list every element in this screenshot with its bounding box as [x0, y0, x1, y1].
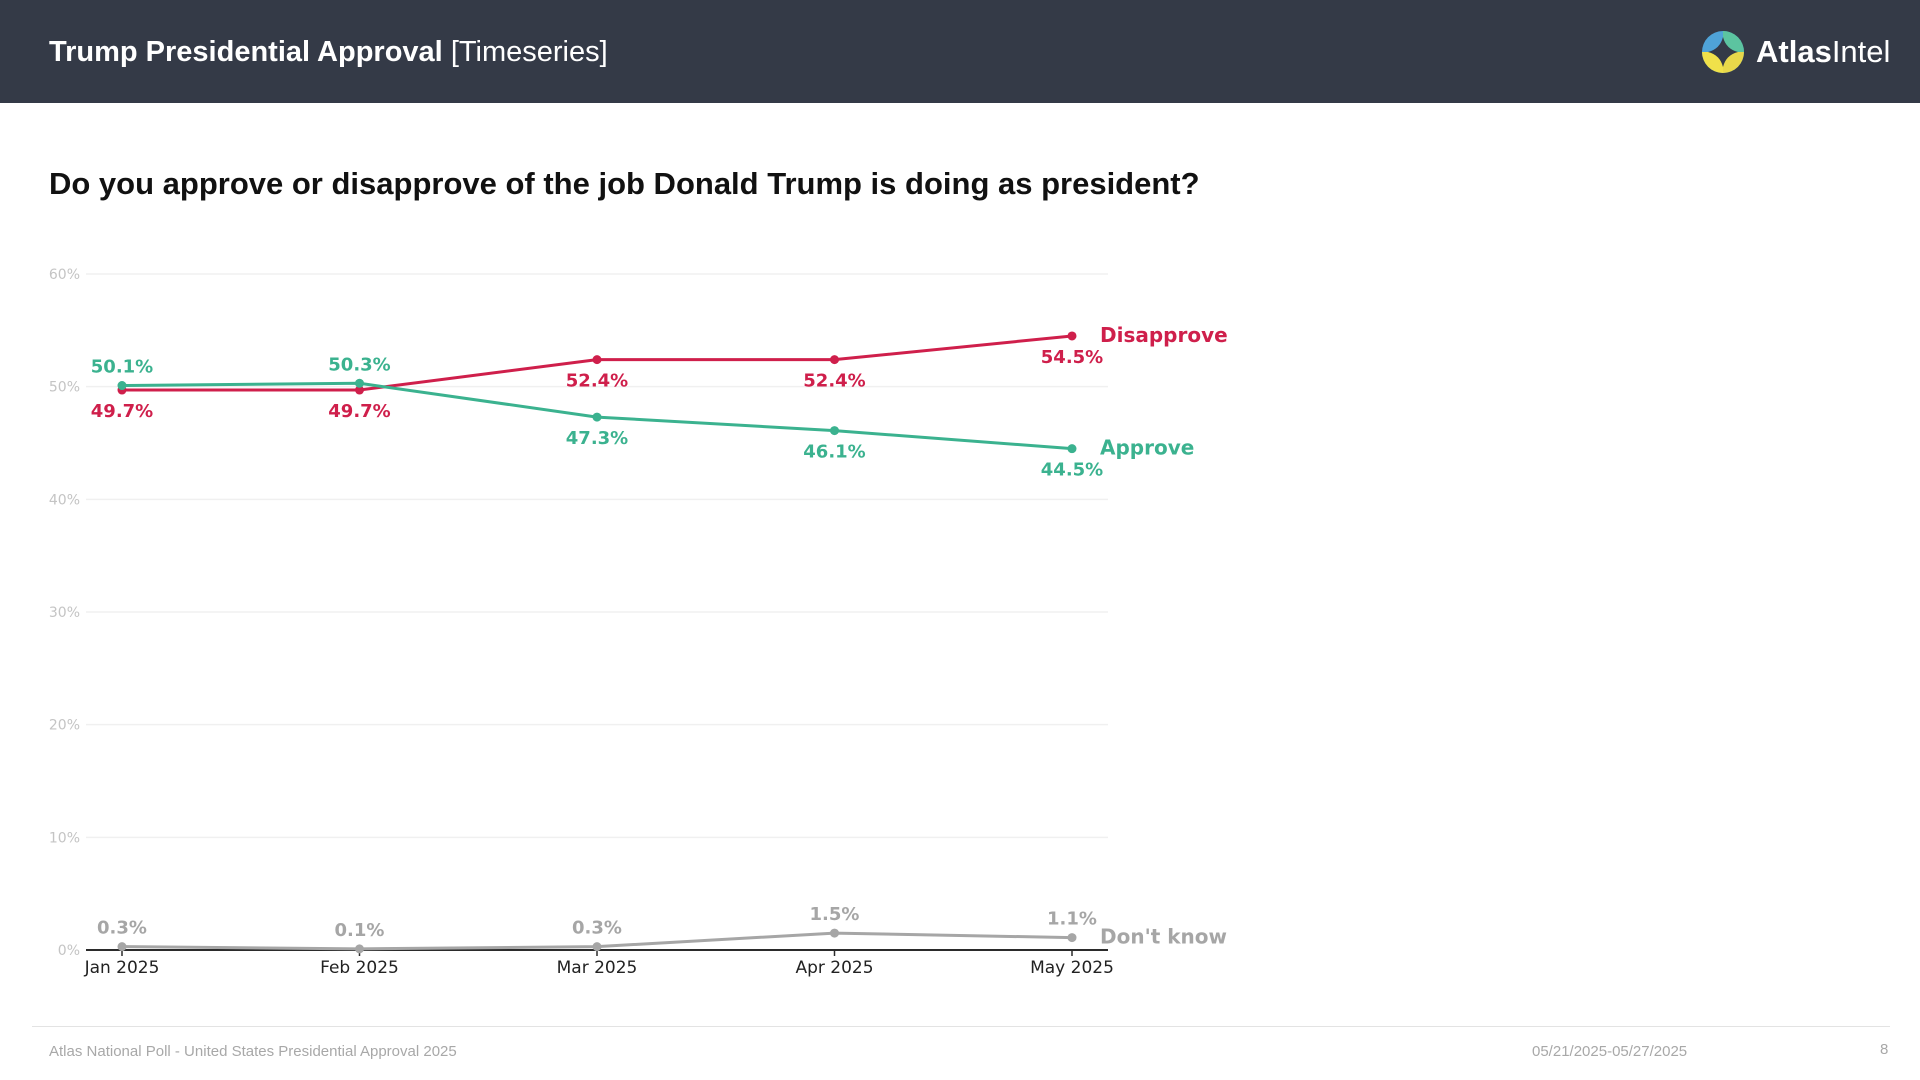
data-label: 44.5%: [1041, 460, 1103, 481]
data-label: 54.5%: [1041, 347, 1103, 368]
x-tick-label: Jan 2025: [84, 958, 160, 978]
logo-text-light: Intel: [1831, 34, 1891, 69]
data-label: 1.1%: [1047, 909, 1097, 930]
data-point: [830, 928, 839, 938]
atlas-compass-icon: [1702, 31, 1744, 73]
data-label: 0.3%: [97, 918, 147, 939]
footer-dates: 05/21/2025-05/27/2025: [1532, 1043, 1688, 1060]
approval-line-chart: 0% 10% 20% 30% 40% 50% 60% Jan 2025 Feb 2025 Mar …: [49, 267, 1228, 978]
y-tick-label: 40%: [49, 492, 80, 508]
data-point: [830, 426, 839, 436]
data-point: [1067, 331, 1077, 341]
x-tick-label: Mar 2025: [557, 958, 638, 978]
data-label: 50.3%: [328, 354, 390, 375]
data-label: 52.4%: [803, 371, 865, 392]
series-end-label: Don't know: [1100, 925, 1227, 949]
data-label: 50.1%: [91, 357, 153, 378]
data-label: 52.4%: [566, 371, 628, 392]
chart-question: Do you approve or disapprove of the job …: [49, 166, 1200, 201]
header-bar: Trump Presidential Approval [Timeseries]…: [0, 0, 1920, 103]
data-point: [592, 942, 602, 952]
data-label: 46.1%: [803, 442, 865, 463]
data-label: 0.3%: [572, 918, 622, 939]
x-tick-label: Apr 2025: [795, 958, 873, 978]
x-tick-label: May 2025: [1030, 958, 1114, 978]
page-title-suffix: [Timeseries]: [450, 36, 608, 68]
data-point: [1067, 444, 1077, 454]
data-point: [355, 944, 364, 954]
data-point: [830, 355, 839, 365]
logo-text-bold: Atlas: [1756, 34, 1832, 69]
logo-wordmark: AtlasIntel: [1756, 34, 1890, 70]
page-title-main: Trump Presidential Approval: [49, 36, 443, 68]
footer-divider: [32, 1026, 1890, 1027]
data-point: [355, 385, 364, 395]
series-end-label: Approve: [1100, 436, 1194, 460]
y-tick-label: 30%: [49, 605, 80, 621]
y-tick-label: 0%: [58, 943, 80, 959]
atlasintel-logo: AtlasIntel: [1700, 28, 1890, 76]
data-label: 49.7%: [91, 401, 153, 422]
data-point: [355, 378, 364, 388]
series-end-label: Disapprove: [1100, 323, 1228, 347]
page-number: 8: [1880, 1041, 1889, 1058]
y-tick-label: 60%: [49, 267, 80, 283]
data-point: [117, 942, 127, 952]
data-label: 0.1%: [335, 920, 385, 941]
y-tick-label: 10%: [49, 830, 80, 846]
y-tick-label: 50%: [49, 380, 80, 396]
data-label: 47.3%: [566, 428, 628, 449]
page-title: Trump Presidential Approval [Timeseries]: [49, 34, 608, 70]
footer-source: Atlas National Poll - United States Pres…: [49, 1043, 457, 1060]
x-tick-label: Feb 2025: [320, 958, 399, 978]
data-point: [592, 355, 602, 365]
y-tick-label: 20%: [49, 718, 80, 734]
data-label: 1.5%: [810, 904, 860, 925]
data-point: [592, 412, 602, 422]
data-point: [1067, 933, 1077, 943]
data-label: 49.7%: [328, 401, 390, 422]
data-point: [117, 381, 127, 391]
